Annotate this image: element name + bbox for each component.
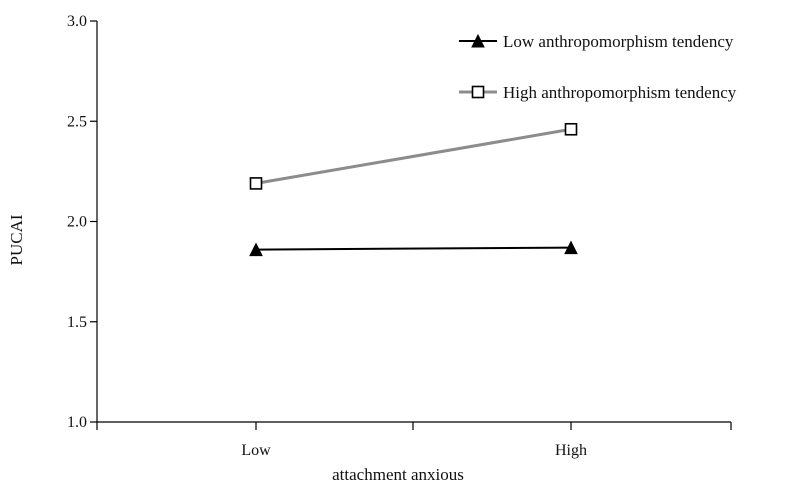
y-tick-label: 1.0 xyxy=(67,414,87,431)
legend-item: Low anthropomorphism tendency xyxy=(459,32,734,51)
y-axis: 1.0 1.5 2.0 2.5 3.0 xyxy=(67,13,98,431)
legend: Low anthropomorphism tendency High anthro… xyxy=(459,32,737,102)
series-low-anthropomorphism xyxy=(249,240,578,257)
y-tick-label: 1.5 xyxy=(67,314,87,331)
y-axis-title: PUCAI xyxy=(7,214,26,265)
data-point xyxy=(564,240,578,255)
legend-marker xyxy=(471,85,485,99)
legend-label: Low anthropomorphism tendency xyxy=(503,32,734,51)
legend-label: High anthropomorphism tendency xyxy=(503,83,737,102)
x-tick-label: Low xyxy=(241,442,271,459)
legend-marker xyxy=(471,33,485,48)
y-tick-label: 2.0 xyxy=(67,214,87,231)
x-axis-title: attachment anxious xyxy=(332,465,464,484)
data-point xyxy=(249,242,263,257)
x-tick-label: High xyxy=(555,442,587,459)
data-point xyxy=(249,177,263,190)
series-high-anthropomorphism xyxy=(249,122,578,190)
legend-item: High anthropomorphism tendency xyxy=(459,83,737,102)
y-tick-label: 2.5 xyxy=(67,113,87,130)
series-layer xyxy=(249,122,578,257)
series-line xyxy=(255,127,572,185)
data-point xyxy=(564,122,578,136)
y-tick-label: 3.0 xyxy=(67,13,87,30)
x-axis: Low High xyxy=(96,421,732,459)
series-line xyxy=(255,246,572,251)
y-ticks: 1.0 1.5 2.0 2.5 3.0 xyxy=(67,13,97,431)
x-ticks: Low High xyxy=(96,422,732,459)
